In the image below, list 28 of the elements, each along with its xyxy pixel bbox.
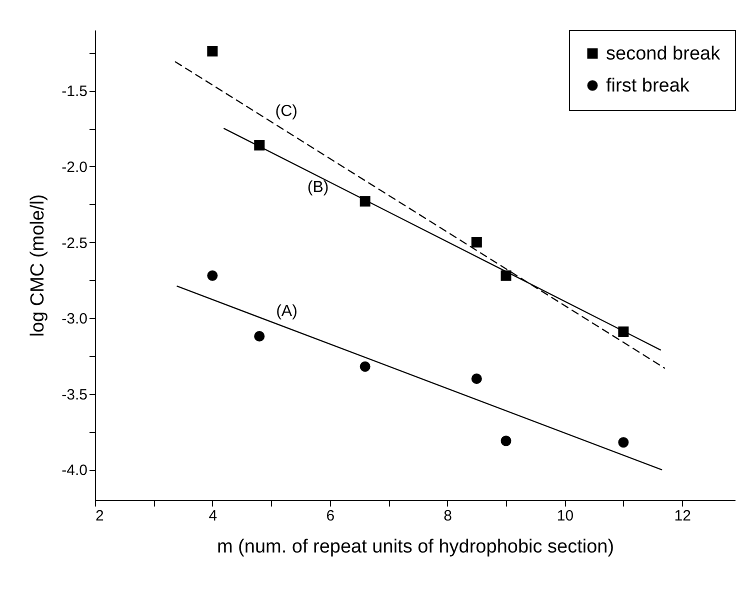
x-axis-title: m (num. of repeat units of hydrophobic section) bbox=[216, 536, 614, 558]
point bbox=[254, 331, 265, 342]
x-tick-label: 6 bbox=[326, 508, 335, 524]
x-tick-label: 10 bbox=[556, 508, 574, 524]
x-tick-label: 12 bbox=[674, 508, 691, 524]
y-tick-label: -3.0 bbox=[62, 310, 88, 328]
y-axis-title: log CMC (mole/l) bbox=[28, 194, 49, 337]
legend-label: second break bbox=[606, 44, 721, 64]
point bbox=[500, 270, 512, 281]
legend-label: first break bbox=[606, 76, 690, 96]
y-tick-label: -3.5 bbox=[62, 386, 88, 404]
point bbox=[471, 237, 482, 248]
point bbox=[207, 46, 218, 56]
series-label: (A) bbox=[276, 302, 298, 320]
series-label: (C) bbox=[275, 103, 298, 120]
point bbox=[500, 436, 512, 446]
y-tick-label: -1.5 bbox=[62, 83, 88, 100]
point bbox=[471, 373, 482, 384]
y-tick-label: -2.0 bbox=[62, 158, 88, 176]
y-tick-label: -2.5 bbox=[62, 234, 88, 252]
y-tick-label: -4.0 bbox=[62, 462, 88, 480]
x-tick-label: 4 bbox=[208, 508, 218, 524]
point bbox=[360, 361, 370, 372]
x-tick-label: 8 bbox=[444, 508, 452, 524]
point bbox=[618, 437, 629, 448]
series-label: (B) bbox=[307, 178, 329, 196]
point bbox=[207, 270, 218, 281]
x-tick-label: 2 bbox=[96, 508, 104, 524]
